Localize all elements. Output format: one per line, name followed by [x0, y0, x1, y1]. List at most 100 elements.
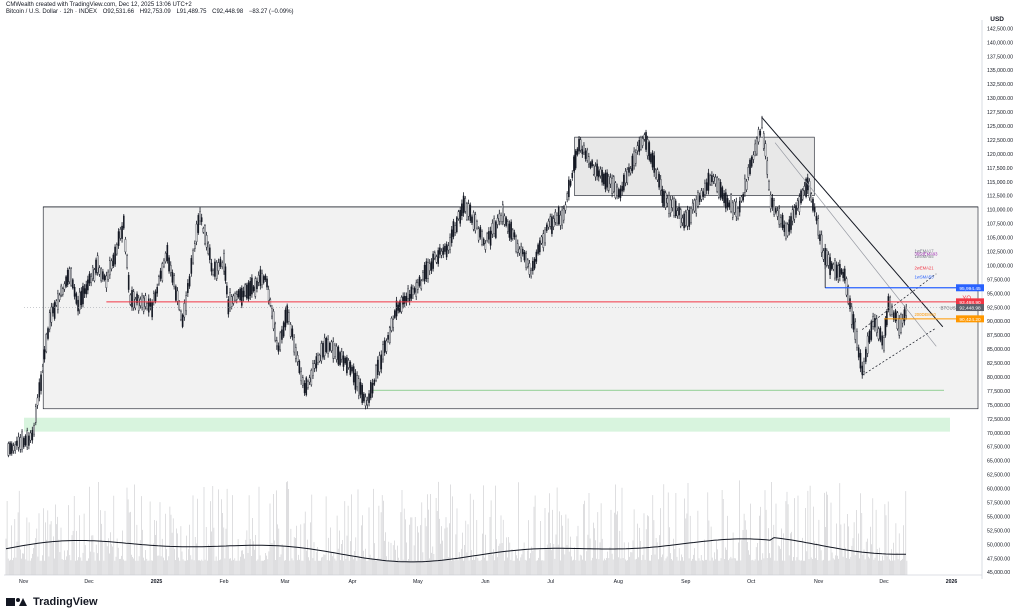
- candle-body: [889, 297, 891, 316]
- candle-body: [602, 174, 605, 185]
- candle-body: [515, 236, 517, 252]
- y-tick-label: 82,500.00: [987, 361, 1010, 367]
- y-tick-label: 115,000.00: [987, 180, 1013, 186]
- y-tick-label: 137,500.00: [987, 54, 1013, 60]
- candle-body: [526, 259, 529, 267]
- candle-body: [320, 343, 323, 362]
- candle-body: [66, 270, 69, 285]
- candle-body: [102, 271, 104, 280]
- y-tick-label: 75,000.00: [987, 403, 1010, 409]
- candle-body: [80, 290, 83, 306]
- candle-body: [835, 264, 838, 278]
- candle-body: [488, 231, 490, 240]
- candle-body: [484, 243, 487, 250]
- candle-body: [518, 248, 521, 254]
- price-tag-label: 90,424.20: [959, 317, 981, 323]
- candle-body: [190, 258, 193, 274]
- candle-body: [795, 205, 797, 215]
- candle-body: [166, 245, 169, 261]
- candle-body: [178, 301, 181, 310]
- candle-body: [903, 309, 906, 322]
- candle-body: [262, 276, 265, 283]
- candle-body: [449, 237, 451, 250]
- candle-body: [513, 232, 516, 238]
- candle-body: [686, 209, 689, 227]
- candle-body: [840, 269, 843, 274]
- candle-body: [576, 148, 579, 155]
- candle-body: [693, 200, 696, 212]
- candle-body: [822, 250, 825, 260]
- candle-body: [690, 208, 692, 223]
- candle-body: [77, 299, 79, 312]
- candle-body: [850, 306, 853, 325]
- candle-body: [793, 207, 796, 220]
- tradingview-brand: TradingView: [6, 596, 98, 608]
- candle-body: [628, 167, 630, 173]
- price-chart[interactable]: YOMOBTCUSD1wEMA17365dEMA931wSMA552wEMA21…: [0, 0, 1024, 590]
- candle-body: [65, 276, 67, 287]
- x-tick-label: Mar: [281, 579, 290, 585]
- candle-body: [798, 196, 801, 212]
- candle-body: [557, 207, 560, 224]
- candle-body: [839, 264, 841, 278]
- candle-body: [29, 432, 32, 441]
- y-tick-label: 45,000.00: [987, 570, 1010, 576]
- candle-body: [194, 243, 196, 250]
- chart-header: CMWealth created with TradingView.com, D…: [6, 2, 298, 15]
- candle-body: [684, 211, 687, 226]
- candle-body: [528, 263, 531, 275]
- candle-body: [466, 203, 468, 220]
- candle-body: [589, 162, 592, 168]
- x-tick-label: Oct: [747, 579, 756, 585]
- candle-body: [778, 208, 780, 225]
- candle-body: [423, 264, 426, 282]
- candle-body: [738, 200, 741, 213]
- candle-body: [330, 341, 333, 352]
- x-tick-label: Jun: [481, 579, 489, 585]
- candle-body: [669, 199, 672, 213]
- candle-body: [776, 210, 779, 217]
- candle-body: [430, 261, 433, 271]
- candle-body: [340, 351, 343, 360]
- y-tick-label: 127,500.00: [987, 110, 1013, 116]
- candle-body: [195, 223, 198, 242]
- candle-body: [588, 156, 590, 165]
- candles-group: [7, 115, 907, 458]
- candle-body: [212, 270, 214, 275]
- candle-body: [683, 213, 685, 229]
- candle-body: [886, 311, 888, 326]
- candle-body: [427, 262, 429, 279]
- y-tick-label: 132,500.00: [987, 82, 1013, 88]
- candle-body: [78, 291, 81, 310]
- candle-body: [606, 172, 608, 188]
- candle-body: [124, 239, 127, 253]
- candle-body: [327, 339, 329, 354]
- y-tick-label: 125,000.00: [987, 124, 1013, 130]
- candle-body: [482, 238, 485, 245]
- x-tick-label: Apr: [348, 579, 356, 585]
- candle-body: [511, 229, 514, 240]
- candle-body: [479, 227, 482, 238]
- candle-body: [877, 328, 880, 340]
- candle-body: [164, 252, 167, 262]
- candle-body: [95, 259, 97, 274]
- y-tick-label: 57,500.00: [987, 500, 1010, 506]
- candle-body: [796, 200, 799, 209]
- candle-body: [663, 190, 665, 207]
- candle-body: [894, 310, 897, 322]
- candle-body: [227, 299, 230, 315]
- candle-body: [611, 178, 613, 194]
- candle-body: [757, 129, 760, 143]
- candle-body: [204, 225, 206, 244]
- y-tick-label: 102,500.00: [987, 249, 1013, 255]
- candle-body: [819, 234, 821, 241]
- y-tick-label: 92,500.00: [987, 305, 1010, 311]
- candle-body: [70, 268, 72, 286]
- candle-body: [569, 180, 572, 186]
- trendline-inner: [774, 142, 937, 347]
- candle-body: [254, 278, 257, 297]
- candle-body: [163, 259, 165, 267]
- candle-body: [732, 202, 734, 218]
- candle-body: [96, 255, 99, 273]
- candle-body: [226, 285, 228, 295]
